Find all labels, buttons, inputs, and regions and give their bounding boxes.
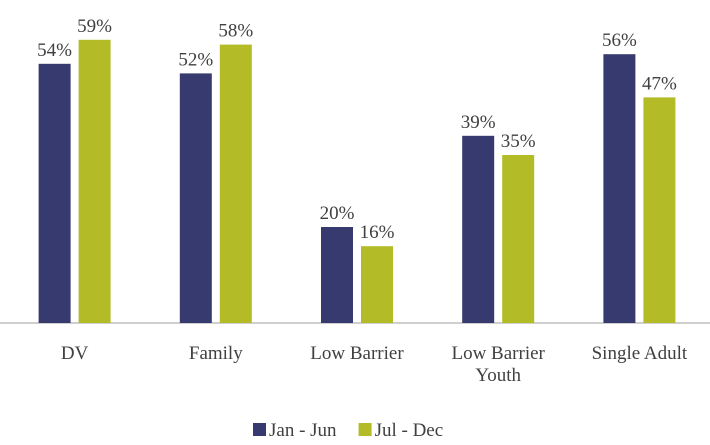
x-tick-label: DV [60, 343, 89, 364]
x-tick-label: Low Barrier Youth [451, 343, 545, 386]
legend-swatch [358, 423, 372, 436]
bar [462, 135, 495, 323]
x-tick-label: Single Adult [591, 343, 688, 364]
data-label: 16% [360, 222, 395, 243]
data-label: 58% [218, 21, 253, 42]
bar [361, 246, 393, 323]
bar [179, 73, 212, 324]
data-label: 35% [501, 131, 536, 152]
data-label: 47% [642, 73, 677, 94]
data-label: 54% [37, 40, 72, 61]
x-tick-label: Low Barrier [310, 343, 404, 364]
bar [38, 63, 71, 324]
bar [643, 97, 676, 324]
data-label: 39% [461, 112, 496, 133]
bar [502, 155, 535, 323]
x-tick-label: Family [188, 343, 243, 364]
data-label: 52% [178, 49, 213, 70]
legend-swatch [253, 423, 266, 436]
legend-label: Jul - Dec [375, 420, 444, 441]
bar [321, 227, 353, 323]
data-label: 56% [602, 30, 637, 51]
data-label: 20% [320, 203, 355, 224]
bar [78, 39, 111, 324]
bar [219, 44, 252, 323]
data-label: 59% [77, 16, 112, 37]
legend-label: Jan - Jun [269, 420, 337, 441]
bar [603, 54, 636, 323]
